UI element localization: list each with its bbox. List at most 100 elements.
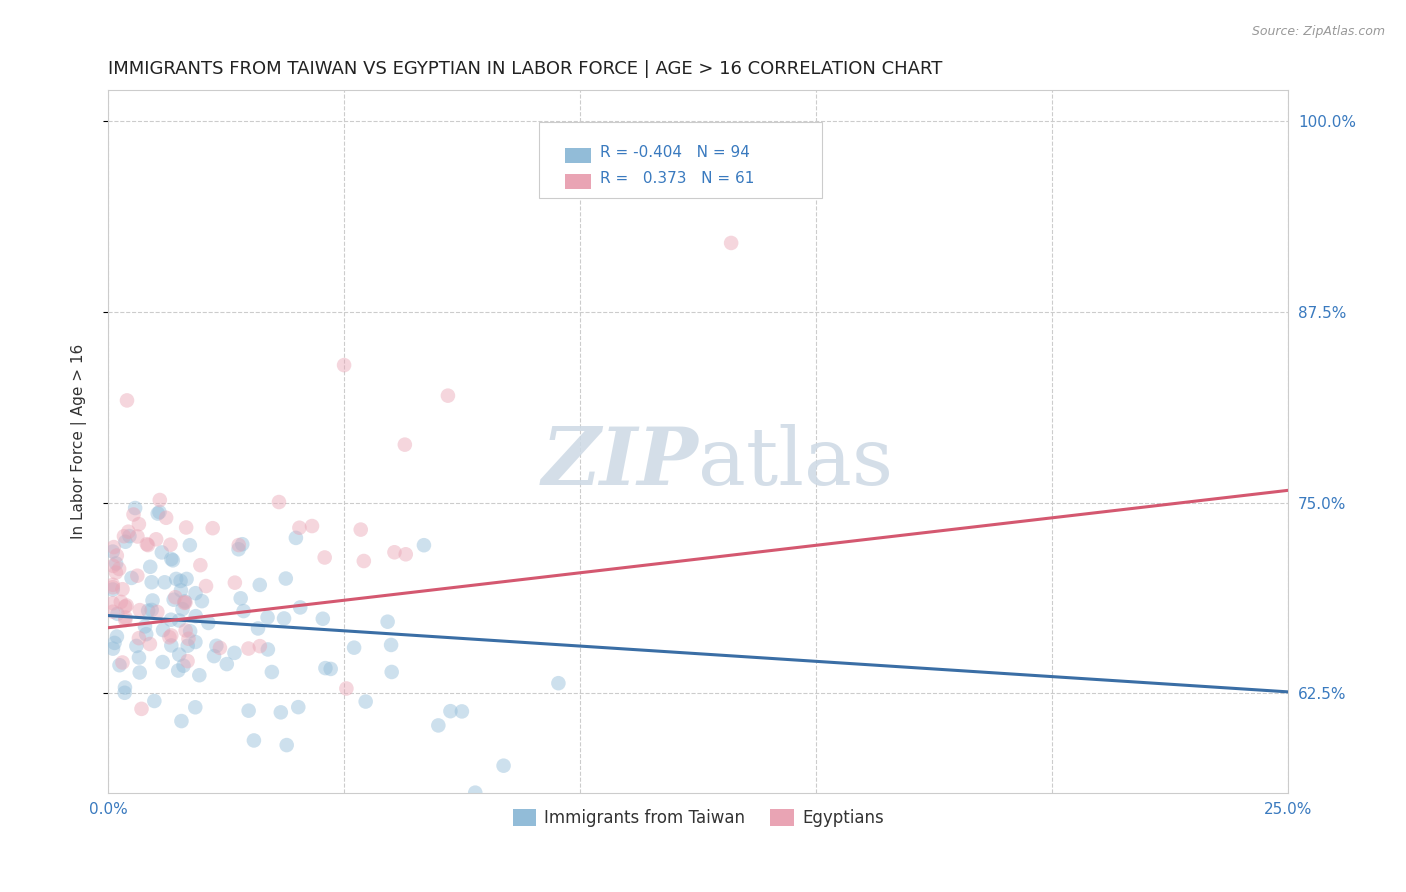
Point xyxy=(149,493,172,508)
Point xyxy=(152,623,174,637)
Point xyxy=(143,694,166,708)
Point xyxy=(312,612,335,626)
Point xyxy=(172,602,194,616)
Point xyxy=(136,604,159,618)
Point xyxy=(122,508,145,522)
Point xyxy=(105,630,128,644)
Point xyxy=(160,628,183,642)
Point xyxy=(260,665,283,679)
Point xyxy=(101,596,124,610)
Point xyxy=(229,591,252,606)
Point xyxy=(274,572,297,586)
Point xyxy=(165,572,187,586)
Point xyxy=(101,582,124,597)
Point xyxy=(353,554,375,568)
Point xyxy=(134,619,156,633)
Point xyxy=(547,676,569,690)
Point xyxy=(492,758,515,772)
Point xyxy=(128,517,150,532)
Point xyxy=(335,681,357,696)
Point xyxy=(160,613,183,627)
Point xyxy=(107,607,129,621)
Point xyxy=(394,437,416,451)
Point xyxy=(270,706,292,720)
Point xyxy=(228,542,250,557)
Point xyxy=(125,639,148,653)
Point xyxy=(135,627,157,641)
Point xyxy=(139,637,162,651)
Point xyxy=(114,681,136,695)
Point xyxy=(105,549,128,563)
Point xyxy=(101,605,124,619)
Point xyxy=(354,694,377,708)
Point xyxy=(720,235,742,250)
Point xyxy=(177,632,200,646)
Point xyxy=(104,566,127,580)
Point xyxy=(188,668,211,682)
Point xyxy=(141,603,163,617)
Point xyxy=(160,552,183,566)
Point xyxy=(238,641,260,656)
Point xyxy=(167,614,190,628)
Point xyxy=(439,704,461,718)
Point xyxy=(350,523,373,537)
Point xyxy=(427,718,450,732)
Point xyxy=(174,595,197,609)
Point xyxy=(167,664,190,678)
Point xyxy=(136,538,159,552)
Point xyxy=(184,586,207,600)
Point xyxy=(174,520,197,534)
Point xyxy=(103,540,125,554)
Point xyxy=(150,545,173,559)
Point xyxy=(135,537,157,551)
Point xyxy=(128,650,150,665)
Point xyxy=(103,636,125,650)
Text: Source: ZipAtlas.com: Source: ZipAtlas.com xyxy=(1251,25,1385,38)
Point xyxy=(160,639,183,653)
Point xyxy=(128,603,150,617)
Point xyxy=(162,553,184,567)
Point xyxy=(121,571,143,585)
FancyBboxPatch shape xyxy=(565,174,591,189)
Point xyxy=(395,547,418,561)
Point xyxy=(114,610,136,624)
Point xyxy=(243,733,266,747)
Point xyxy=(115,599,138,613)
Point xyxy=(195,579,218,593)
Point xyxy=(141,593,163,607)
Point xyxy=(101,641,124,656)
Point xyxy=(381,665,404,679)
Point xyxy=(159,538,181,552)
Point xyxy=(111,656,134,670)
Point xyxy=(413,538,436,552)
Point xyxy=(141,575,163,590)
Point xyxy=(276,738,298,752)
Point xyxy=(208,640,231,655)
FancyBboxPatch shape xyxy=(565,148,591,163)
Point xyxy=(114,613,136,627)
Point xyxy=(184,635,207,649)
Point xyxy=(128,665,150,680)
Point xyxy=(201,521,224,535)
Point xyxy=(288,521,311,535)
Point xyxy=(247,622,270,636)
Point xyxy=(287,700,309,714)
Point xyxy=(163,592,186,607)
Point xyxy=(155,510,177,524)
Point xyxy=(145,533,167,547)
Point xyxy=(153,575,176,590)
Point xyxy=(157,630,180,644)
Point xyxy=(170,583,193,598)
Point xyxy=(249,578,271,592)
Point xyxy=(384,545,406,559)
Point xyxy=(238,704,260,718)
Point xyxy=(165,590,187,604)
Point xyxy=(301,519,323,533)
Y-axis label: In Labor Force | Age > 16: In Labor Force | Age > 16 xyxy=(72,343,87,539)
Legend: Immigrants from Taiwan, Egyptians: Immigrants from Taiwan, Egyptians xyxy=(506,802,890,833)
Point xyxy=(284,531,307,545)
Point xyxy=(108,562,131,576)
Point xyxy=(114,534,136,549)
Point xyxy=(105,557,128,571)
Point xyxy=(101,580,124,594)
